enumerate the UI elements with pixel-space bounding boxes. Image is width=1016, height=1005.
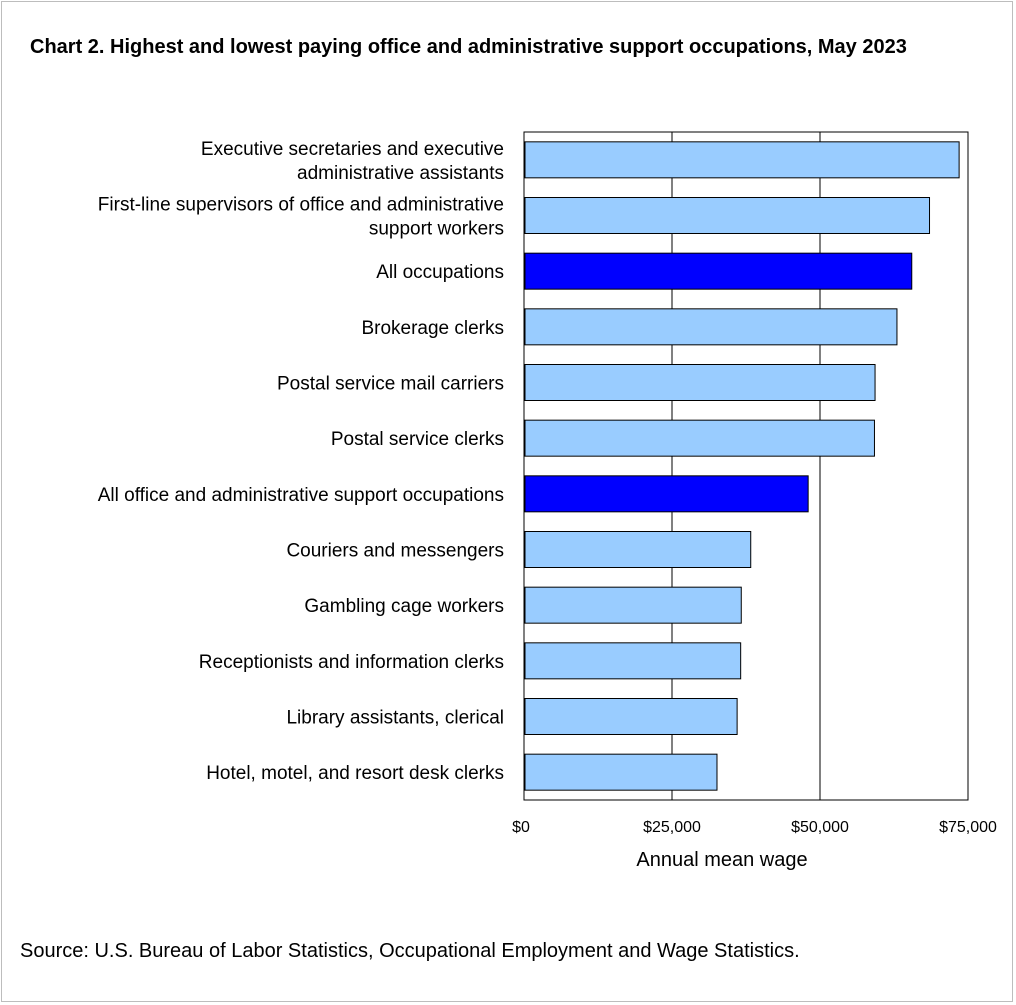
source-note: Source: U.S. Bureau of Labor Statistics,…: [20, 940, 800, 962]
category-label-5: Postal service clerks: [331, 429, 504, 450]
category-label-line: Executive secretaries and executive: [201, 139, 504, 160]
x-axis-label: Annual mean wage: [636, 849, 807, 871]
category-label-10: Library assistants, clerical: [286, 708, 504, 729]
category-label-line: support workers: [369, 219, 504, 240]
bar-8: [524, 586, 742, 624]
x-tick-labels: $0 $25,000 $50,000 $75,000: [512, 819, 997, 836]
category-label-2: All occupations: [376, 262, 504, 283]
x-tick-label-3: $75,000: [939, 819, 997, 836]
category-label-line: First-line supervisors of office and adm…: [98, 195, 504, 216]
chart-title: Chart 2. Highest and lowest paying offic…: [30, 36, 907, 58]
category-label-line: Brokerage clerks: [361, 318, 504, 339]
category-label-line: Gambling cage workers: [304, 596, 504, 617]
bars: [524, 141, 960, 791]
category-label-line: All office and administrative support oc…: [98, 485, 504, 506]
category-label-line: Postal service clerks: [331, 429, 504, 450]
x-tick-label-1: $25,000: [643, 819, 701, 836]
x-tick-label-2: $50,000: [791, 819, 849, 836]
category-label-4: Postal service mail carriers: [277, 374, 504, 395]
category-label-line: Library assistants, clerical: [286, 708, 504, 729]
bar-0: [524, 141, 960, 179]
category-label-line: Hotel, motel, and resort desk clerks: [206, 763, 504, 784]
bar-7: [524, 531, 752, 568]
bar-1: [524, 197, 931, 234]
category-label-11: Hotel, motel, and resort desk clerks: [206, 763, 504, 784]
category-label-6: All office and administrative support oc…: [98, 485, 504, 506]
bar-3: [524, 308, 898, 346]
bar-11: [524, 753, 718, 791]
category-label-0: Executive secretaries and executive admin…: [201, 139, 504, 184]
bar-4: [524, 364, 876, 401]
category-label-9: Receptionists and information clerks: [199, 652, 504, 673]
category-label-line: All occupations: [376, 262, 504, 283]
bar-6: [524, 475, 809, 513]
category-label-1: First-line supervisors of office and adm…: [98, 195, 504, 240]
gridlines: [671, 132, 821, 800]
category-labels: Executive secretaries and executive admin…: [98, 139, 504, 784]
category-label-8: Gambling cage workers: [304, 596, 504, 617]
plot-area-border: [523, 131, 969, 801]
category-label-line: Postal service mail carriers: [277, 374, 504, 395]
bar-5: [524, 419, 875, 457]
category-label-line: administrative assistants: [297, 163, 504, 184]
bar-10: [524, 698, 738, 735]
bar-9: [524, 642, 742, 680]
category-label-line: Receptionists and information clerks: [199, 652, 504, 673]
category-label-3: Brokerage clerks: [361, 318, 504, 339]
x-tick-label-0: $0: [512, 819, 530, 836]
category-label-line: Couriers and messengers: [286, 541, 504, 562]
bar-2: [524, 252, 913, 290]
category-label-7: Couriers and messengers: [286, 541, 504, 562]
